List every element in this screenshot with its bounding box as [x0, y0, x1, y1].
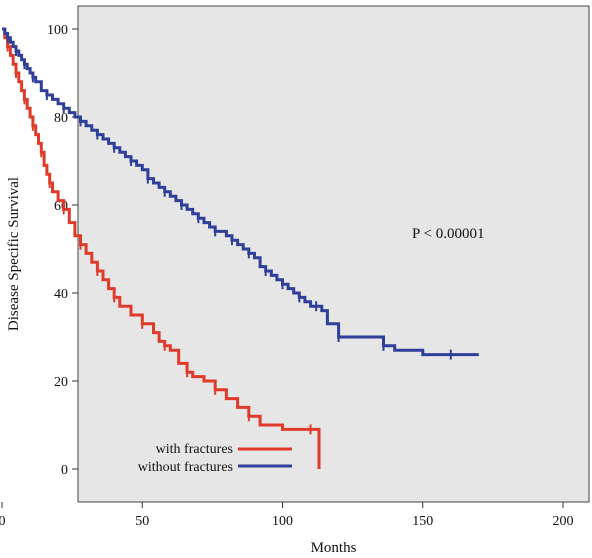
y-tick-label: 100 — [47, 23, 68, 38]
legend-label-with-fractures: with fractures — [156, 442, 233, 457]
x-tick-label: 50 — [135, 514, 149, 529]
plot-area — [77, 5, 590, 503]
y-tick-label: 40 — [54, 287, 68, 302]
x-axis-title: Months — [311, 540, 357, 556]
legend: with fractures without fractures — [138, 442, 292, 475]
x-tick-label: 0 — [0, 514, 6, 529]
y-tick-label: 0 — [61, 463, 68, 478]
y-tick-label: 80 — [54, 111, 68, 126]
series-layer — [2, 27, 479, 469]
x-tick-label: 150 — [412, 514, 433, 529]
x-tick-label: 100 — [272, 514, 293, 529]
legend-label-without-fractures: without fractures — [138, 460, 233, 475]
y-axis-title: Disease Specific Survival — [6, 177, 22, 331]
y-tick-label: 20 — [54, 375, 68, 390]
x-tick-label: 200 — [553, 514, 574, 529]
p-value-annotation: P < 0.00001 — [412, 226, 485, 242]
